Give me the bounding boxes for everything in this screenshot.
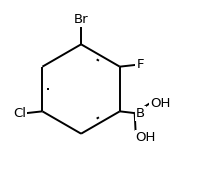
Text: F: F — [136, 58, 144, 71]
Text: Br: Br — [74, 13, 88, 26]
Text: OH: OH — [136, 132, 156, 145]
Text: OH: OH — [150, 97, 171, 110]
Text: B: B — [136, 107, 145, 120]
Text: Cl: Cl — [13, 107, 26, 120]
